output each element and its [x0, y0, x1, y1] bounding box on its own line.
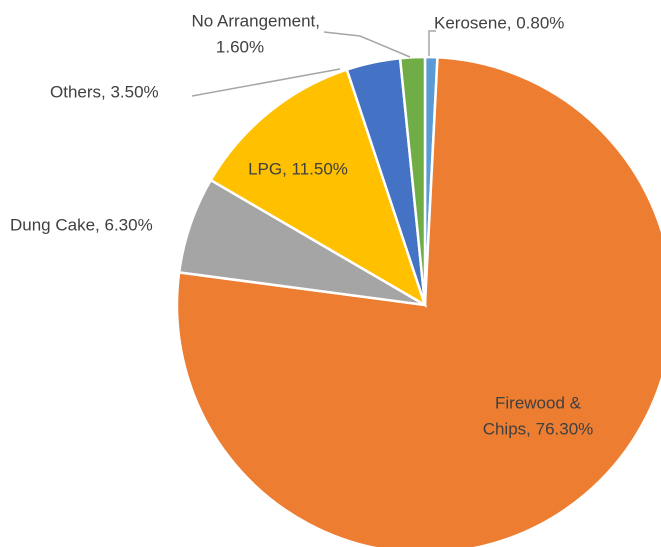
pie-slice — [209, 68, 428, 308]
data-label: LPG, 11.50% — [248, 159, 348, 178]
leader-line — [191, 68, 341, 97]
data-label: Kerosene, 0.80% — [434, 13, 564, 32]
leader-line — [323, 31, 411, 58]
data-label: Others, 3.50% — [50, 82, 159, 101]
data-label: Firewood & — [495, 393, 582, 412]
data-label: Dung Cake, 6.30% — [10, 215, 153, 234]
leader-line — [428, 30, 436, 56]
pie-slice — [175, 55, 661, 547]
data-label: 1.60% — [216, 37, 264, 56]
data-label: No Arrangement, — [191, 11, 320, 30]
pie-slice — [398, 55, 427, 306]
data-label: Chips, 76.30% — [483, 419, 594, 438]
